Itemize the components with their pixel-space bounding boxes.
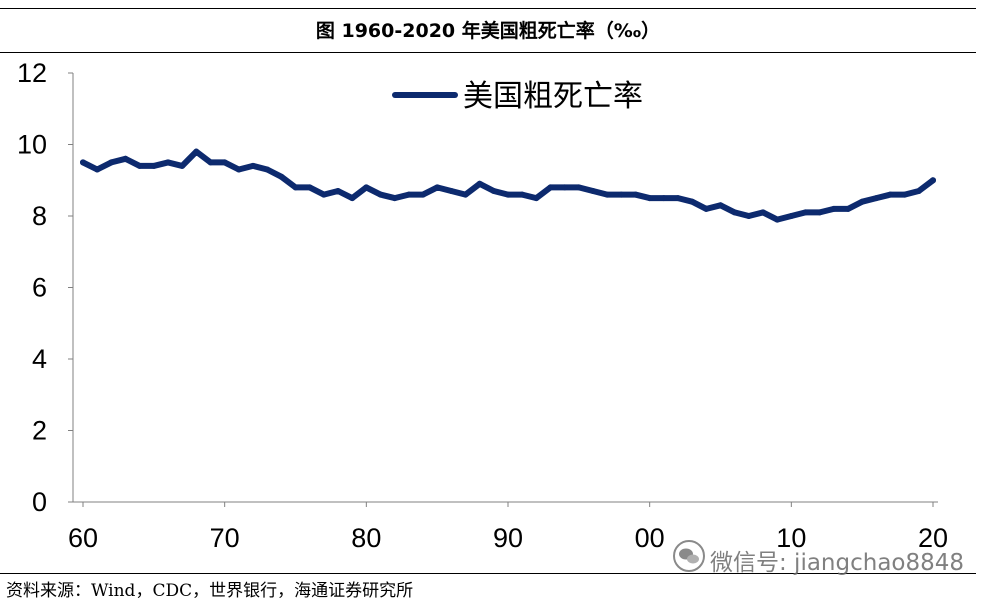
data-point <box>405 191 412 198</box>
data-point <box>689 198 696 205</box>
data-point <box>731 209 738 216</box>
line-chart: 0 2 4 6 8 10 12 60 70 80 90 00 10 20 美国粗死亡率 <box>17 58 948 553</box>
y-tick-label: 2 <box>32 416 47 446</box>
data-point <box>887 191 894 198</box>
y-tick-label: 4 <box>32 344 47 374</box>
data-point <box>646 195 653 202</box>
data-point <box>830 205 837 212</box>
y-tick-label: 6 <box>32 273 47 303</box>
data-point <box>760 209 766 216</box>
data-point <box>915 188 922 194</box>
data-point <box>745 213 752 219</box>
title-rule <box>0 52 976 53</box>
data-point <box>363 184 370 191</box>
data-point <box>873 195 880 202</box>
x-tick-label: 20 <box>918 523 948 553</box>
bottom-rule <box>0 573 976 574</box>
data-point <box>802 209 809 216</box>
y-tick-label: 12 <box>17 58 47 88</box>
data-point <box>335 188 341 194</box>
y-tick-label: 0 <box>32 487 47 517</box>
data-point <box>533 195 540 202</box>
wechat-icon <box>673 540 705 572</box>
data-point <box>490 188 497 194</box>
y-tick-label: 8 <box>32 201 47 231</box>
data-point <box>930 177 936 184</box>
data-point <box>278 173 285 180</box>
data-point <box>901 191 908 198</box>
watermark-text: 微信号: jiangchao8848 <box>710 550 965 576</box>
data-point <box>632 191 639 198</box>
data-point <box>547 184 554 191</box>
data-point <box>391 195 398 202</box>
data-point <box>136 162 143 169</box>
data-point <box>604 191 611 198</box>
data-point <box>179 162 186 169</box>
data-point <box>193 148 200 155</box>
x-tick-label: 70 <box>210 523 240 553</box>
data-point <box>590 188 596 194</box>
source-note: 资料来源：Wind，CDC，世界银行，海通证券研究所 <box>6 581 414 601</box>
data-point <box>250 162 256 169</box>
y-tick-label: 10 <box>17 130 47 160</box>
data-point <box>165 159 171 166</box>
data-point <box>306 184 313 191</box>
data-point <box>703 205 710 212</box>
data-point <box>320 191 327 198</box>
x-tick-label: 00 <box>635 523 665 553</box>
data-point <box>122 155 129 162</box>
data-point <box>717 202 724 209</box>
data-point <box>519 191 526 198</box>
x-tick-label: 10 <box>776 523 806 553</box>
data-point <box>150 162 157 169</box>
data-point <box>420 191 426 198</box>
x-tick-label: 90 <box>493 523 523 553</box>
data-point <box>816 209 823 216</box>
top-rule <box>0 8 976 9</box>
data-point <box>859 198 866 205</box>
chart-title: 图 1960-2020 年美国粗死亡率（‰） <box>315 20 661 42</box>
data-point <box>80 159 86 166</box>
data-point <box>448 188 455 194</box>
data-point <box>264 166 271 173</box>
data-point <box>561 184 568 191</box>
x-tick-label: 60 <box>68 523 98 553</box>
data-point <box>575 184 582 191</box>
data-point <box>434 184 441 191</box>
data-point <box>675 195 681 202</box>
data-point <box>108 159 115 166</box>
data-point <box>505 191 511 198</box>
data-point <box>788 213 795 219</box>
data-point <box>774 216 781 223</box>
data-point <box>94 166 101 173</box>
legend-label: 美国粗死亡率 <box>463 79 643 114</box>
data-point <box>618 191 625 198</box>
data-point <box>845 205 851 212</box>
data-point <box>292 184 299 191</box>
data-point <box>221 159 228 166</box>
x-tick-label: 80 <box>351 523 381 553</box>
data-point <box>207 159 214 166</box>
data-point <box>349 195 356 202</box>
data-point <box>235 166 242 173</box>
data-point <box>462 191 469 198</box>
watermark: 微信号: jiangchao8848 <box>672 539 972 576</box>
data-point <box>476 180 483 187</box>
data-point <box>660 195 667 202</box>
data-point <box>377 191 384 198</box>
